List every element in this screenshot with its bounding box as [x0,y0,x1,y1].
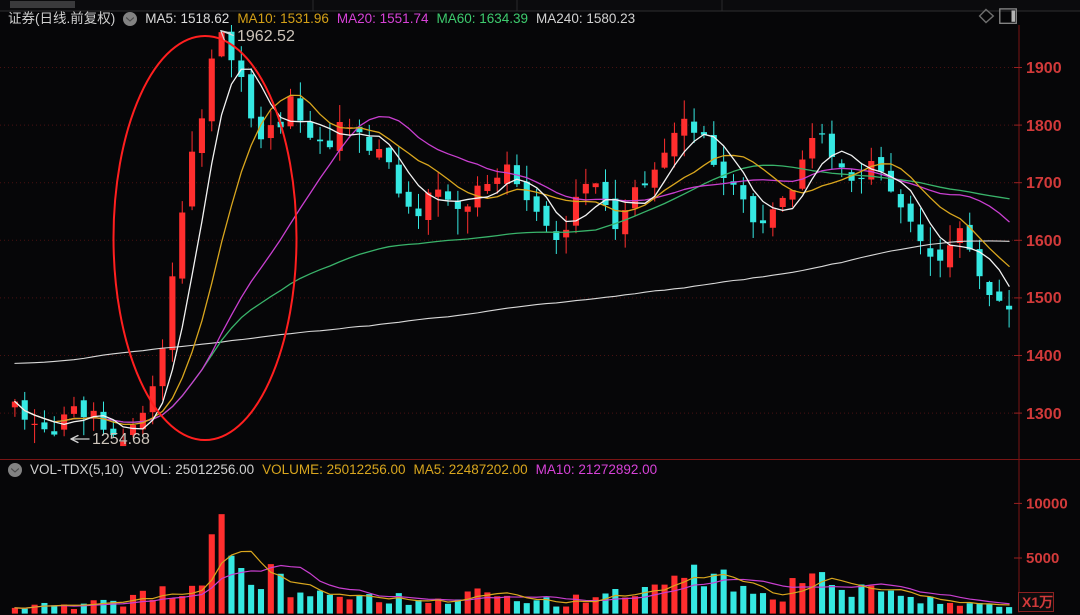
svg-text:1500: 1500 [1026,290,1062,307]
svg-text:10000: 10000 [1026,496,1068,513]
svg-text:X1万: X1万 [1022,594,1053,610]
svg-text:1400: 1400 [1026,348,1062,365]
svg-text:1700: 1700 [1026,175,1062,192]
svg-text:1300: 1300 [1026,406,1062,423]
svg-text:1800: 1800 [1026,118,1062,135]
svg-text:5000: 5000 [1026,550,1059,567]
svg-text:1600: 1600 [1026,233,1062,250]
svg-text:1900: 1900 [1026,60,1062,77]
